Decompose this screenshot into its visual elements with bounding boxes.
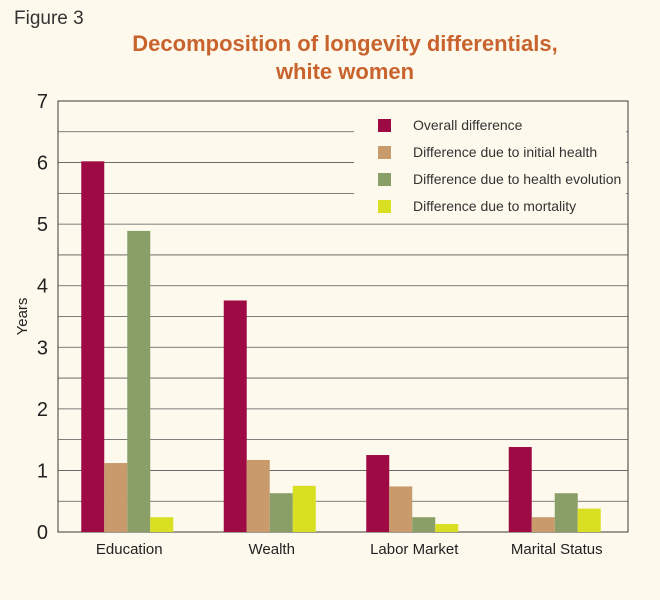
bar-wealth-series-1 [223,300,247,532]
legend-label: Difference due to health evolution [413,171,621,187]
y-axis-label: Years [14,298,31,336]
y-tick-label: 1 [37,460,48,482]
bar-marital-status-series-1 [508,447,532,532]
bar-labor-market-series-3 [412,517,436,532]
chart-title: Decomposition of longevity differentials… [60,30,630,86]
y-tick-label: 6 [37,153,48,175]
legend-swatch [378,200,391,213]
x-tick-label: Marital Status [511,541,603,558]
figure-label: Figure 3 [14,8,84,29]
chart-title-line-2: white women [275,59,415,84]
y-tick-label: 2 [37,399,48,421]
bar-marital-status-series-4 [577,508,601,532]
legend-swatch [378,173,391,186]
bar-education-series-3 [127,230,151,532]
bar-labor-market-series-2 [389,486,413,532]
x-tick-label: Wealth [249,541,295,558]
bar-education-series-2 [104,463,128,532]
y-tick-label: 7 [37,91,48,113]
x-tick-label: Labor Market [370,541,459,558]
bar-labor-market-series-1 [366,455,390,532]
x-tick-label: Education [96,541,163,558]
bar-wealth-series-3 [269,493,293,532]
bar-marital-status-series-2 [531,517,555,532]
bar-wealth-series-4 [292,485,316,532]
y-tick-label: 4 [37,276,48,298]
legend-swatch [378,146,391,159]
bar-education-series-4 [150,517,174,532]
legend-label: Difference due to initial health [413,144,597,160]
legend-background [354,108,626,220]
y-tick-label: 5 [37,214,48,236]
legend-swatch [378,119,391,132]
bar-education-series-1 [81,161,105,532]
y-tick-label: 3 [37,337,48,359]
chart-title-line-1: Decomposition of longevity differentials… [132,31,558,56]
bar-marital-status-series-3 [554,493,578,532]
legend-label: Overall difference [413,117,523,133]
bar-wealth-series-2 [246,459,270,532]
y-tick-label: 0 [37,522,48,544]
bar-labor-market-series-4 [435,523,459,532]
legend-label: Difference due to mortality [413,198,576,214]
